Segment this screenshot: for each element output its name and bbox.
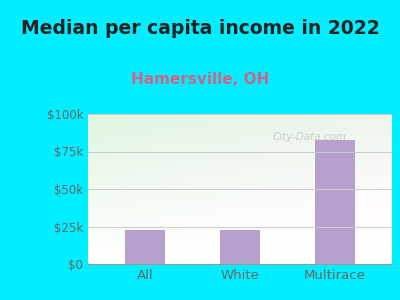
Text: Hamersville, OH: Hamersville, OH: [131, 72, 269, 87]
Bar: [315, 140, 355, 264]
Text: Median per capita income in 2022: Median per capita income in 2022: [21, 20, 379, 38]
Text: City-Data.com: City-Data.com: [273, 131, 347, 142]
Bar: [125, 230, 165, 264]
Bar: [220, 230, 260, 264]
